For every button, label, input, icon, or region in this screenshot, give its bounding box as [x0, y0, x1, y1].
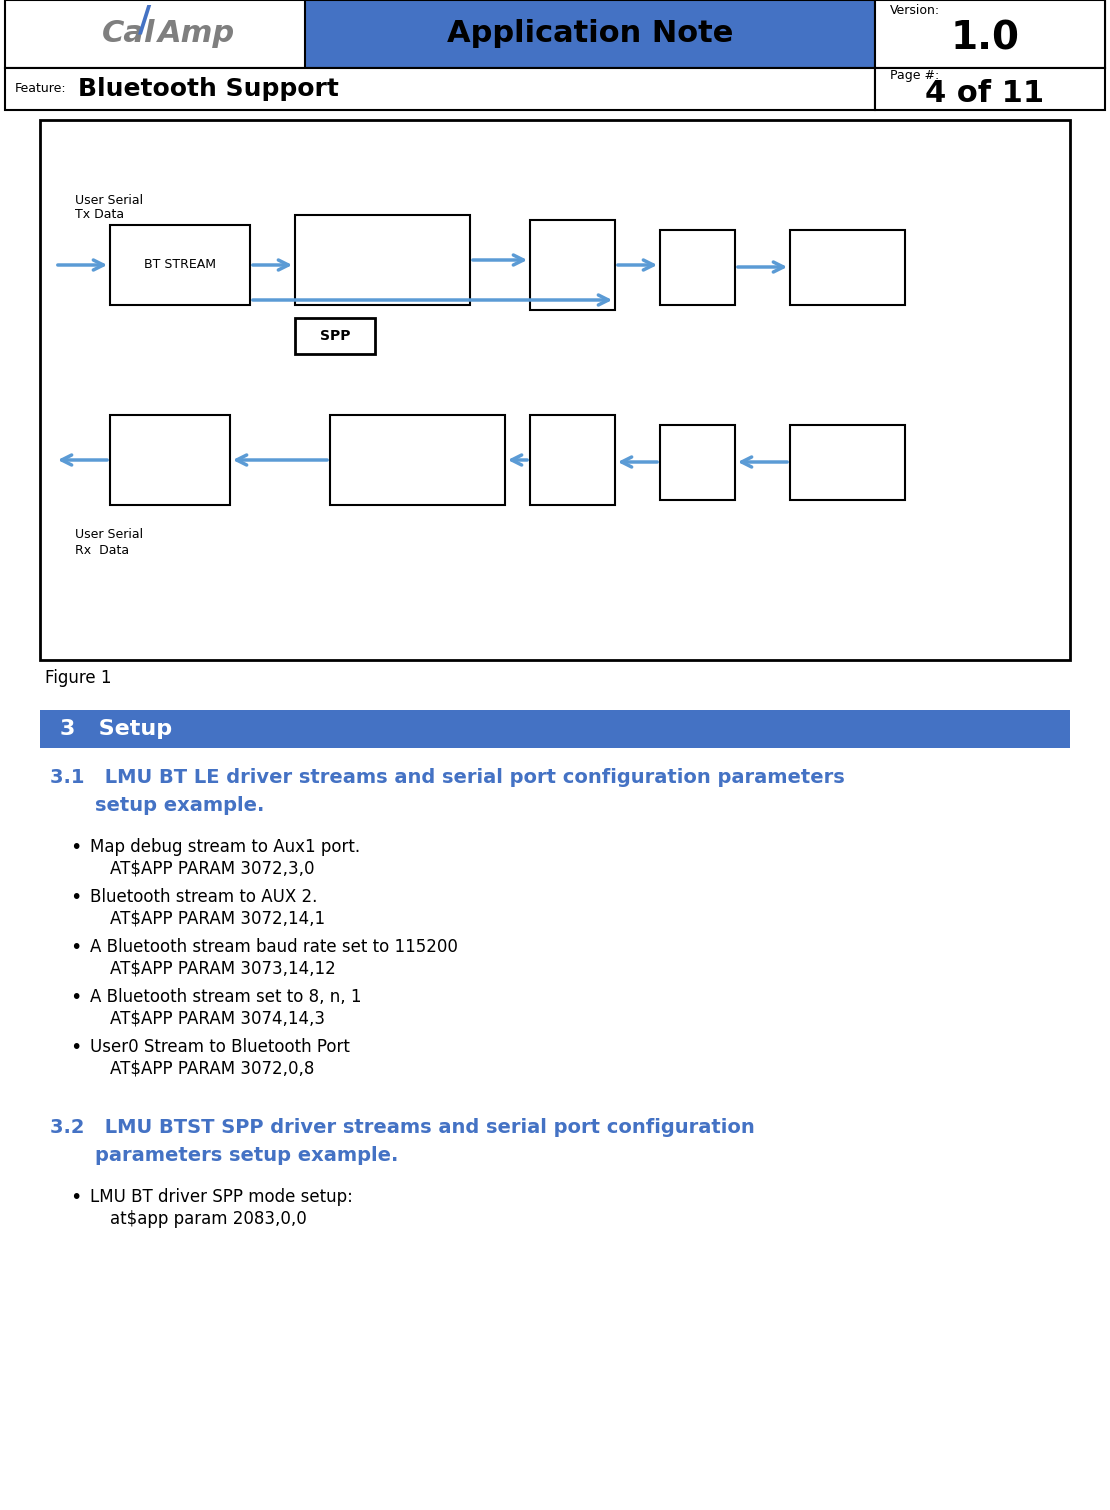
- Text: Version:: Version:: [890, 3, 940, 17]
- Bar: [110, 415, 230, 504]
- Text: BT STREAM: BT STREAM: [144, 258, 216, 272]
- Text: A Bluetooth stream set to 8, n, 1: A Bluetooth stream set to 8, n, 1: [90, 988, 362, 1006]
- Text: Amp: Amp: [158, 20, 235, 48]
- Text: LMU BT driver SPP mode setup:: LMU BT driver SPP mode setup:: [90, 1188, 353, 1206]
- Text: •: •: [70, 888, 81, 908]
- Text: •: •: [70, 1188, 81, 1206]
- Bar: [875, 68, 1104, 110]
- Text: at$app param 2083,0,0: at$app param 2083,0,0: [110, 1210, 306, 1228]
- Bar: [529, 220, 615, 310]
- Text: User Serial: User Serial: [75, 528, 143, 542]
- Text: •: •: [70, 988, 81, 1007]
- Text: •: •: [70, 938, 81, 957]
- Text: AT$APP PARAM 3073,14,12: AT$APP PARAM 3073,14,12: [110, 960, 335, 978]
- Bar: [790, 230, 905, 305]
- Text: 3   Setup: 3 Setup: [60, 719, 172, 738]
- Text: •: •: [70, 838, 81, 858]
- Text: /: /: [139, 3, 152, 38]
- Text: setup example.: setup example.: [95, 796, 264, 815]
- Text: Figure 1: Figure 1: [46, 669, 111, 687]
- Bar: [305, 0, 875, 68]
- Text: AT$APP PARAM 3072,0,8: AT$APP PARAM 3072,0,8: [110, 1060, 314, 1078]
- Text: Page #:: Page #:: [890, 69, 939, 83]
- Bar: [40, 710, 1070, 747]
- Text: AT$APP PARAM 3072,3,0: AT$APP PARAM 3072,3,0: [110, 861, 314, 877]
- Bar: [790, 424, 905, 500]
- Bar: [660, 230, 735, 305]
- Text: User0 Stream to Bluetooth Port: User0 Stream to Bluetooth Port: [90, 1037, 350, 1055]
- Text: Rx  Data: Rx Data: [75, 544, 129, 557]
- Bar: [6, 68, 875, 110]
- Bar: [330, 415, 505, 504]
- Text: parameters setup example.: parameters setup example.: [95, 1146, 398, 1166]
- Bar: [529, 415, 615, 504]
- Text: Tx Data: Tx Data: [75, 208, 124, 222]
- Bar: [40, 119, 1070, 660]
- Text: AT$APP PARAM 3074,14,3: AT$APP PARAM 3074,14,3: [110, 1010, 325, 1028]
- Text: AT$APP PARAM 3072,14,1: AT$APP PARAM 3072,14,1: [110, 911, 325, 929]
- Bar: [295, 319, 375, 353]
- Text: Feature:: Feature:: [16, 83, 67, 95]
- Text: Application Note: Application Note: [447, 20, 734, 48]
- Text: 1.0: 1.0: [950, 20, 1019, 57]
- Text: 3.1   LMU BT LE driver streams and serial port configuration parameters: 3.1 LMU BT LE driver streams and serial …: [50, 769, 845, 787]
- Bar: [660, 424, 735, 500]
- Text: Map debug stream to Aux1 port.: Map debug stream to Aux1 port.: [90, 838, 360, 856]
- Text: Bluetooth Support: Bluetooth Support: [78, 77, 339, 101]
- Text: 4 of 11: 4 of 11: [926, 79, 1045, 107]
- Text: Cal: Cal: [101, 20, 155, 48]
- Bar: [295, 214, 470, 305]
- Text: •: •: [70, 1037, 81, 1057]
- Bar: [6, 0, 1104, 68]
- Text: Bluetooth stream to AUX 2.: Bluetooth stream to AUX 2.: [90, 888, 317, 906]
- Text: SPP: SPP: [320, 329, 351, 343]
- Text: User Serial: User Serial: [75, 193, 143, 207]
- Text: 3.2   LMU BTST SPP driver streams and serial port configuration: 3.2 LMU BTST SPP driver streams and seri…: [50, 1117, 755, 1137]
- Bar: [110, 225, 250, 305]
- Bar: [875, 0, 1104, 68]
- Text: A Bluetooth stream baud rate set to 115200: A Bluetooth stream baud rate set to 1152…: [90, 938, 458, 956]
